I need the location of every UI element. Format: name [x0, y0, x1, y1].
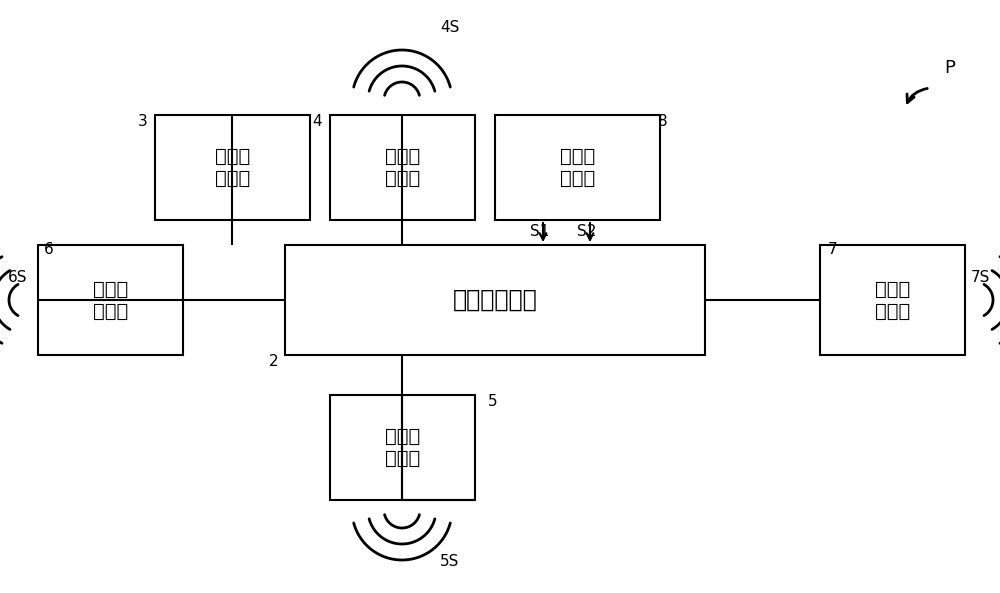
- Text: 信号控制模块: 信号控制模块: [453, 288, 537, 312]
- Text: 5S: 5S: [440, 554, 459, 569]
- Bar: [38, 245, 183, 355]
- Text: 4S: 4S: [440, 21, 459, 36]
- Text: 4: 4: [312, 114, 322, 129]
- Text: 图像显
示模块: 图像显 示模块: [215, 147, 250, 188]
- Bar: [155, 115, 310, 220]
- Text: 8: 8: [658, 114, 668, 129]
- Text: 5: 5: [488, 394, 498, 409]
- Text: 第一扬
声模块: 第一扬 声模块: [385, 147, 420, 188]
- Text: 6: 6: [44, 243, 54, 257]
- Text: S1: S1: [530, 225, 550, 240]
- Text: P: P: [944, 59, 955, 77]
- Bar: [820, 245, 965, 355]
- Text: 方位检
测模块: 方位检 测模块: [560, 147, 595, 188]
- Text: 2: 2: [268, 355, 278, 369]
- Text: 7: 7: [828, 243, 838, 257]
- Text: S2: S2: [577, 225, 597, 240]
- Text: 3: 3: [138, 114, 148, 129]
- Bar: [285, 245, 705, 355]
- Text: 第三扬
声模块: 第三扬 声模块: [93, 279, 128, 320]
- Bar: [330, 115, 475, 220]
- Bar: [495, 115, 660, 220]
- Text: 第二扬
声模块: 第二扬 声模块: [385, 427, 420, 468]
- Text: 7S: 7S: [971, 270, 990, 285]
- Text: 第四扬
声模块: 第四扬 声模块: [875, 279, 910, 320]
- Text: 6S: 6S: [8, 270, 28, 285]
- Bar: [330, 395, 475, 500]
